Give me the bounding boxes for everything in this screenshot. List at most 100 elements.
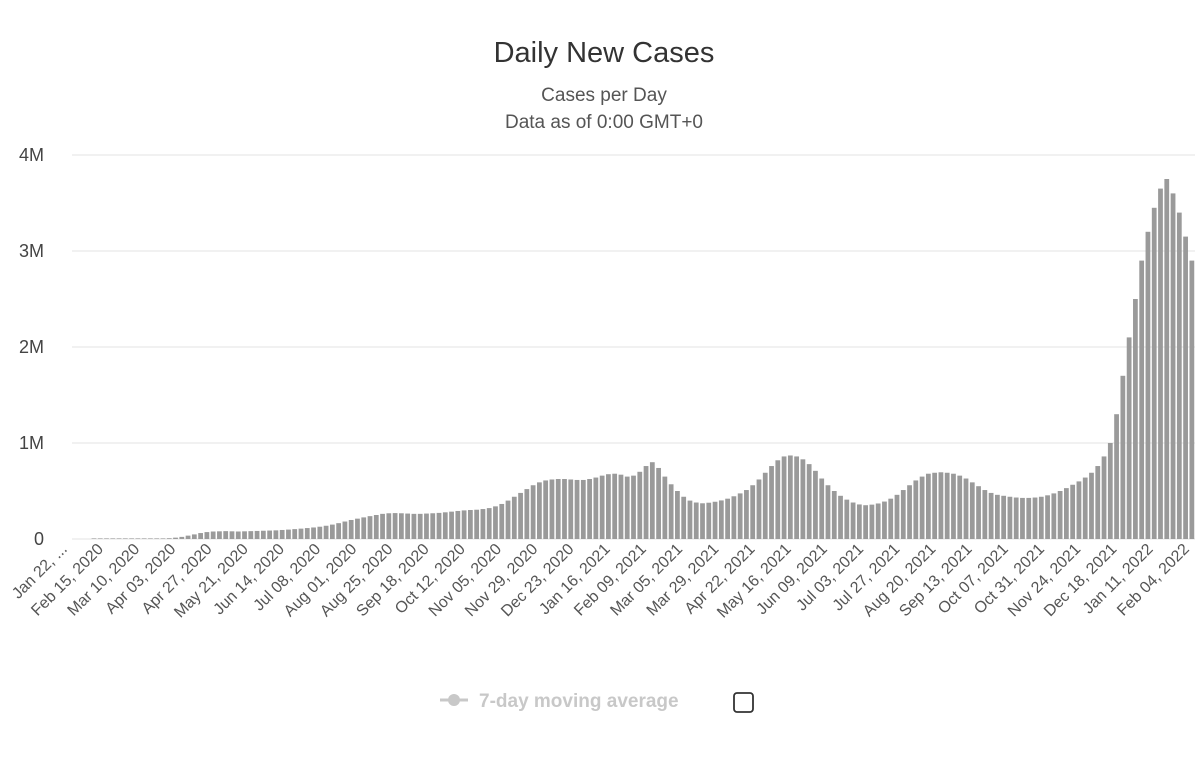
daily-cases-bar[interactable] <box>662 476 668 539</box>
daily-cases-bar[interactable] <box>957 475 963 539</box>
daily-cases-bar[interactable] <box>951 473 956 539</box>
daily-cases-bar[interactable] <box>806 464 812 539</box>
daily-cases-bar[interactable] <box>1070 484 1076 539</box>
daily-cases-bar[interactable] <box>1139 260 1145 539</box>
daily-cases-bar[interactable] <box>1107 443 1113 539</box>
daily-cases-bar[interactable] <box>555 479 561 539</box>
daily-cases-bar[interactable] <box>624 476 630 539</box>
daily-cases-bar[interactable] <box>179 536 185 539</box>
daily-cases-bar[interactable] <box>787 455 793 539</box>
daily-cases-bar[interactable] <box>925 473 931 539</box>
daily-cases-bar[interactable] <box>693 502 699 539</box>
daily-cases-bar[interactable] <box>361 517 367 539</box>
daily-cases-bar[interactable] <box>756 479 762 539</box>
daily-cases-bar[interactable] <box>994 494 1000 539</box>
daily-cases-bar[interactable] <box>869 504 875 539</box>
daily-cases-bar[interactable] <box>486 508 492 539</box>
legend-checkbox[interactable] <box>733 692 754 713</box>
daily-cases-bar[interactable] <box>988 492 994 539</box>
daily-cases-bar[interactable] <box>706 502 712 539</box>
daily-cases-bar[interactable] <box>198 533 203 539</box>
daily-cases-bar[interactable] <box>235 531 241 539</box>
daily-cases-bar[interactable] <box>367 516 373 539</box>
daily-cases-bar[interactable] <box>380 513 385 539</box>
daily-cases-bar[interactable] <box>574 479 580 539</box>
daily-cases-bar[interactable] <box>1164 179 1170 539</box>
daily-cases-bar[interactable] <box>537 482 542 539</box>
daily-cases-bar[interactable] <box>687 500 693 539</box>
daily-cases-bar[interactable] <box>631 475 636 539</box>
daily-cases-bar[interactable] <box>850 502 856 539</box>
daily-cases-bar[interactable] <box>323 525 329 539</box>
daily-cases-bar[interactable] <box>254 530 260 539</box>
daily-cases-bar[interactable] <box>1013 497 1019 539</box>
daily-cases-bar[interactable] <box>373 515 379 539</box>
daily-cases-bar[interactable] <box>1120 375 1126 539</box>
daily-cases-bar[interactable] <box>549 479 555 539</box>
daily-cases-bar[interactable] <box>329 524 335 539</box>
daily-cases-bar[interactable] <box>242 531 247 539</box>
daily-cases-bar[interactable] <box>1038 496 1044 539</box>
daily-cases-bar[interactable] <box>386 513 392 539</box>
daily-cases-bar[interactable] <box>166 538 172 539</box>
daily-cases-bar[interactable] <box>191 534 197 539</box>
daily-cases-bar[interactable] <box>154 538 160 539</box>
daily-cases-bar[interactable] <box>593 477 599 539</box>
daily-cases-bar[interactable] <box>888 498 894 539</box>
daily-cases-bar[interactable] <box>148 538 153 539</box>
daily-cases-bar[interactable] <box>1114 414 1119 539</box>
daily-cases-bar[interactable] <box>750 485 756 539</box>
daily-cases-bar[interactable] <box>1183 236 1188 539</box>
daily-cases-bar[interactable] <box>524 489 530 539</box>
daily-cases-bar[interactable] <box>493 506 498 539</box>
daily-cases-bar[interactable] <box>355 518 360 539</box>
daily-cases-bar[interactable] <box>141 538 147 539</box>
daily-cases-bar[interactable] <box>1101 456 1107 539</box>
daily-cases-bar[interactable] <box>342 521 348 539</box>
daily-cases-bar[interactable] <box>744 490 749 539</box>
daily-cases-bar[interactable] <box>775 460 781 539</box>
daily-cases-bar[interactable] <box>405 513 411 539</box>
daily-cases-bar[interactable] <box>417 513 423 539</box>
daily-cases-bar[interactable] <box>800 459 806 539</box>
daily-cases-bar[interactable] <box>562 479 567 539</box>
daily-cases-bar[interactable] <box>1057 491 1063 539</box>
daily-cases-bar[interactable] <box>229 531 235 539</box>
daily-cases-bar[interactable] <box>122 538 128 539</box>
daily-cases-bar[interactable] <box>1007 496 1013 539</box>
daily-cases-bar[interactable] <box>442 512 448 539</box>
daily-cases-bar[interactable] <box>1032 497 1038 539</box>
daily-cases-bar[interactable] <box>737 493 743 539</box>
daily-cases-bar[interactable] <box>279 529 285 539</box>
daily-cases-bar[interactable] <box>449 511 454 539</box>
daily-cases-bar[interactable] <box>1020 497 1025 539</box>
daily-cases-bar[interactable] <box>511 496 517 539</box>
daily-cases-bar[interactable] <box>248 531 254 539</box>
daily-cases-bar[interactable] <box>173 537 178 539</box>
daily-cases-bar[interactable] <box>1001 495 1007 539</box>
daily-cases-bar[interactable] <box>1051 493 1057 539</box>
daily-cases-bar[interactable] <box>612 473 618 539</box>
daily-cases-bar[interactable] <box>267 530 273 539</box>
daily-cases-bar[interactable] <box>882 501 887 539</box>
daily-cases-bar[interactable] <box>643 466 649 539</box>
daily-cases-bar[interactable] <box>838 495 843 539</box>
daily-cases-bar[interactable] <box>204 532 210 539</box>
daily-cases-bar[interactable] <box>599 475 605 539</box>
daily-cases-bar[interactable] <box>468 510 473 539</box>
daily-cases-bar[interactable] <box>336 523 342 539</box>
daily-cases-bar[interactable] <box>104 538 109 539</box>
daily-cases-bar[interactable] <box>210 531 216 539</box>
daily-cases-bar[interactable] <box>398 513 404 539</box>
daily-cases-bar[interactable] <box>668 484 674 539</box>
daily-cases-bar[interactable] <box>919 476 925 539</box>
daily-cases-bar[interactable] <box>1145 231 1151 540</box>
daily-cases-bar[interactable] <box>217 531 222 539</box>
daily-cases-bar[interactable] <box>637 471 643 539</box>
daily-cases-bar[interactable] <box>894 494 900 539</box>
daily-cases-bar[interactable] <box>91 538 97 539</box>
daily-cases-bar[interactable] <box>700 503 705 539</box>
daily-cases-bar[interactable] <box>97 538 103 539</box>
daily-cases-bar[interactable] <box>518 492 523 539</box>
daily-cases-bar[interactable] <box>480 509 486 539</box>
